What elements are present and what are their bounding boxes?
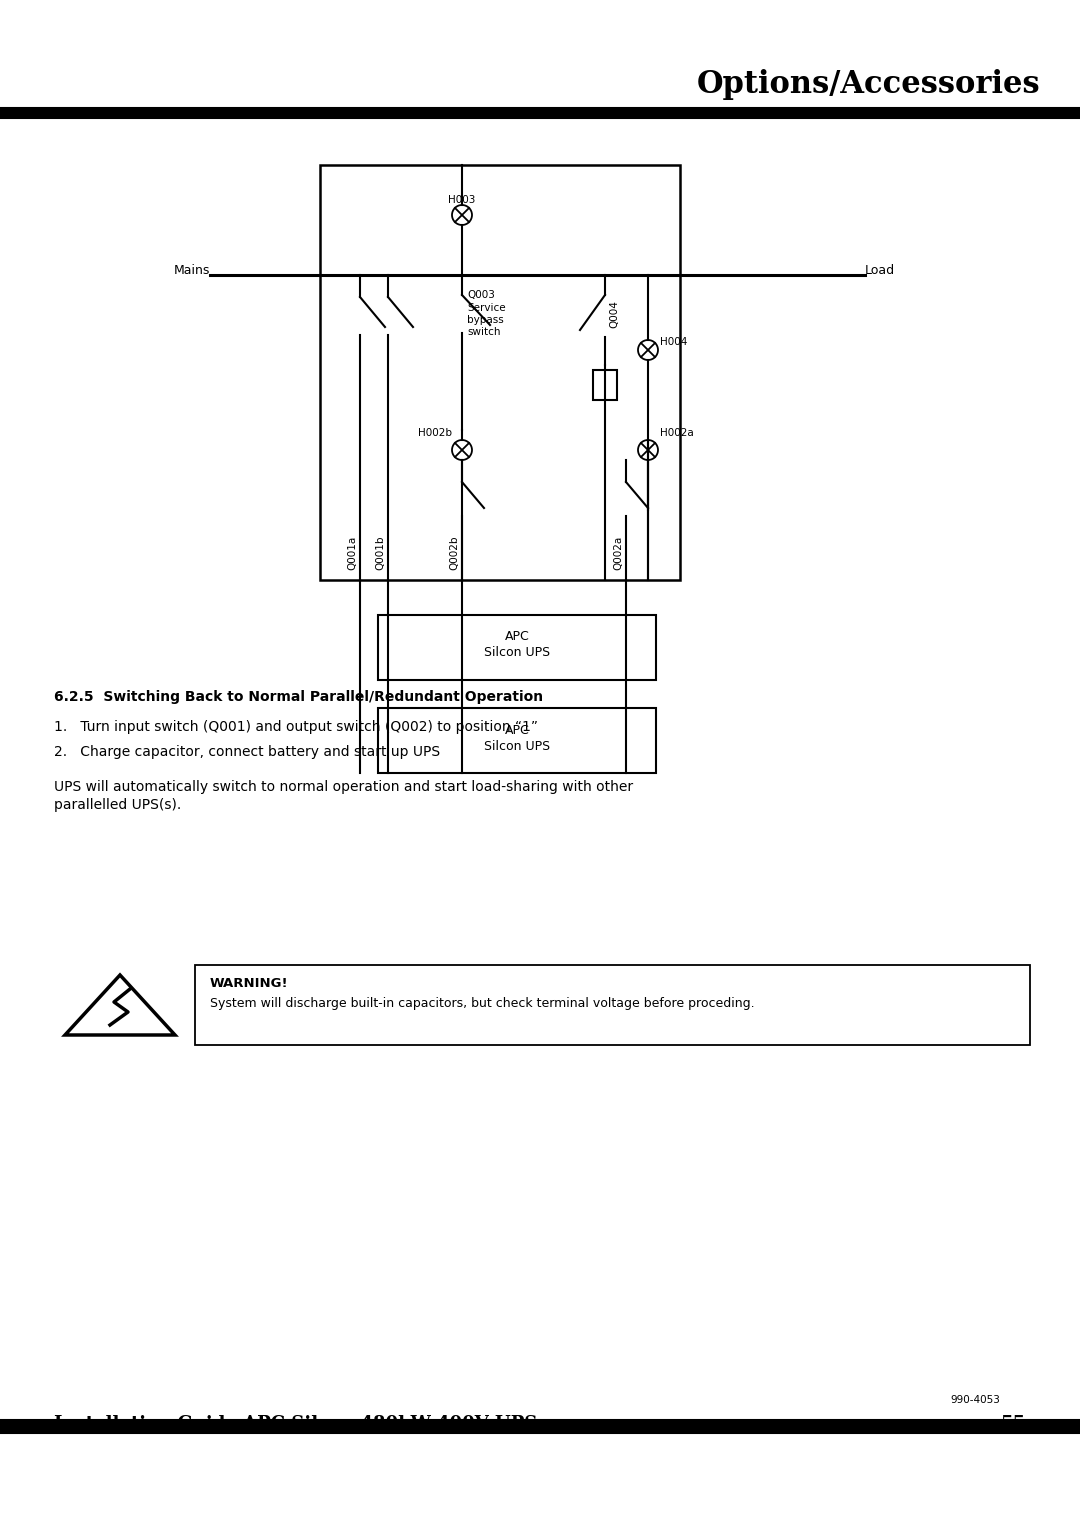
Text: System will discharge built-in capacitors, but check terminal voltage before pro: System will discharge built-in capacitor… [210, 996, 755, 1010]
Text: H003: H003 [448, 196, 475, 205]
Text: APC: APC [504, 631, 529, 643]
Text: 1.   Turn input switch (Q001) and output switch (Q002) to position “1”: 1. Turn input switch (Q001) and output s… [54, 720, 538, 733]
Bar [195, 966, 1030, 1045]
Text: Q001b: Q001b [375, 535, 384, 570]
Text: Q002b: Q002b [449, 535, 459, 570]
Text: switch: switch [467, 327, 500, 338]
Text: 990-4053: 990-4053 [950, 1395, 1000, 1406]
Text: Q002a: Q002a [613, 536, 623, 570]
Text: 6.2.5  Switching Back to Normal Parallel/Redundant Operation: 6.2.5 Switching Back to Normal Parallel/… [54, 691, 543, 704]
Text: WARNING!: WARNING! [210, 976, 288, 990]
Text: 55: 55 [1001, 1415, 1026, 1433]
Text: Load: Load [865, 263, 895, 277]
Text: Q003: Q003 [467, 290, 495, 299]
Bar [0, 1420, 1080, 1429]
Text: bypass: bypass [467, 315, 503, 325]
Text: Q001a: Q001a [347, 536, 357, 570]
Bar [0, 1430, 1080, 1433]
Text: Q004: Q004 [609, 299, 619, 329]
Text: parallelled UPS(s).: parallelled UPS(s). [54, 798, 181, 811]
Bar [320, 165, 680, 581]
Bar [378, 707, 656, 773]
Text: UPS will automatically switch to normal operation and start load-sharing with ot: UPS will automatically switch to normal … [54, 779, 633, 795]
Text: H002a: H002a [660, 428, 693, 439]
Bar [593, 370, 617, 400]
Text: APC: APC [504, 723, 529, 736]
Text: H002b: H002b [418, 428, 453, 439]
Text: Service: Service [467, 303, 505, 313]
Text: Options/Accessories: Options/Accessories [697, 69, 1040, 99]
Text: H004: H004 [660, 338, 687, 347]
Text: Silcon UPS: Silcon UPS [484, 740, 550, 752]
Text: Mains: Mains [174, 263, 210, 277]
Text: Silcon UPS: Silcon UPS [484, 646, 550, 660]
Bar [0, 108, 1080, 118]
Text: 2.   Charge capacitor, connect battery and start up UPS: 2. Charge capacitor, connect battery and… [54, 746, 441, 759]
Text: Installation Guide APC Silcon 480kW 400V UPS: Installation Guide APC Silcon 480kW 400V… [54, 1415, 538, 1433]
Bar [378, 614, 656, 680]
